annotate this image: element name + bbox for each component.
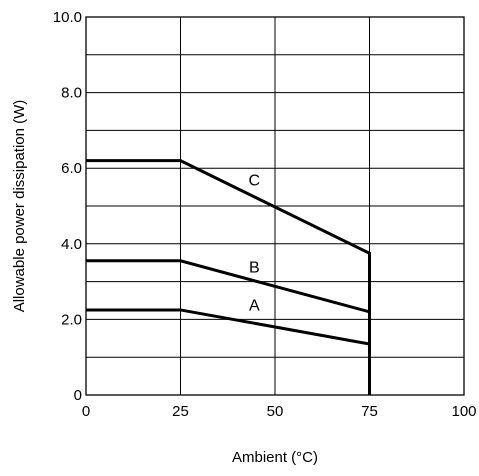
y-tick-label: 2.0 [61,311,82,328]
y-tick-label: 6.0 [61,160,82,177]
series-lines [86,159,371,395]
y-tick-label: 8.0 [61,85,82,102]
tick-labels: 0 25 50 75 100 0 2.0 4.0 6.0 8.0 10.0 [53,9,477,420]
y-tick-label: 0 [74,387,82,404]
series-line-a [86,308,371,395]
series-label-b: B [249,259,260,276]
x-tick-label: 25 [172,403,189,420]
x-tick-label: 75 [361,403,378,420]
series-labels: A B C [249,173,261,315]
y-tick-label: 10.0 [53,9,82,26]
y-axis-title: Allowable power dissipation (W) [11,100,28,313]
series-label-c: C [249,173,261,190]
y-tick-label: 4.0 [61,236,82,253]
x-tick-label: 50 [267,403,284,420]
x-axis-title: Ambient (°C) [232,449,318,466]
series-line-c [86,159,371,395]
series-line-b [86,259,371,395]
plot-frame [85,16,465,396]
x-tick-label: 0 [82,403,90,420]
x-tick-label: 100 [451,403,476,420]
series-label-a: A [249,297,260,314]
